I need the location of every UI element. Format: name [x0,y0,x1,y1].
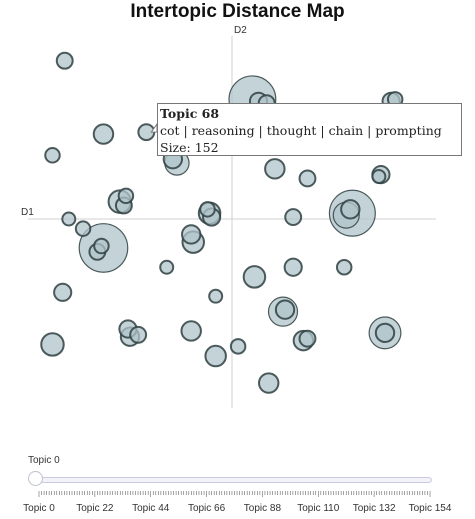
x-axis-label: D1 [21,207,34,218]
topic-bubble [199,201,216,218]
topic-bubble [298,169,317,188]
slider-current-label: Topic 0 [28,455,60,466]
topic-bubble [242,265,267,289]
topic-slider-handle[interactable] [28,471,43,486]
topic-bubble [274,299,296,320]
topic-bubble [298,329,317,348]
topic-bubble [208,288,224,304]
topic-bubble [204,344,227,368]
chart-title: Intertopic Distance Map [130,1,345,22]
topic-bubble [129,325,148,344]
topic-bubble [181,224,202,245]
topic-bubble [335,259,353,276]
topic-bubble [229,338,247,355]
topic-bubble [374,322,396,344]
topic-bubble [44,147,61,164]
topic-bubble [340,199,361,220]
topic-bubble [61,211,77,227]
topic-bubble [264,158,286,180]
topic-slider-track[interactable] [34,477,432,483]
topic-bubble [283,257,303,277]
tooltip-size: Size: 152 [160,140,219,155]
topic-bubble [92,123,115,145]
topic-bubble [53,282,73,302]
topic-bubble [180,320,202,342]
topic-bubble [159,259,175,275]
topic-bubble [74,220,92,237]
tooltip-title: Topic 68 [160,106,220,121]
topic-bubble [371,169,387,185]
topic-bubble [117,187,135,205]
tooltip-words: cot | reasoning | thought | chain | prom… [160,123,442,138]
topic-bubble [55,51,74,70]
hover-tooltip: Topic 68 cot | reasoning | thought | cha… [157,103,462,156]
topic-bubble [284,208,303,227]
topic-bubble [93,237,110,255]
topic-bubble [257,372,280,394]
y-axis-label: D2 [234,25,247,36]
topic-bubble [40,332,65,357]
